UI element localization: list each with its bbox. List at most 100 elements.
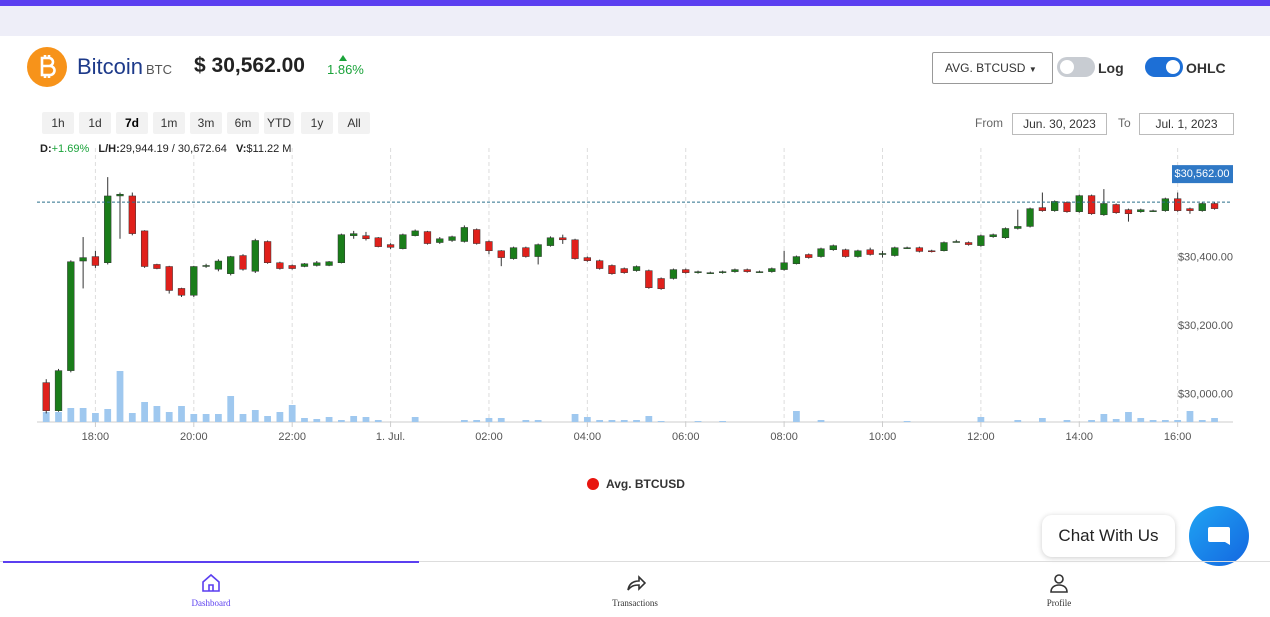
candle-body [768, 268, 776, 272]
volume-bar [903, 421, 911, 422]
candle-body [977, 235, 985, 246]
stats: D:+1.69% L/H:29,944.19 / 30,672.64 V:$11… [40, 143, 291, 155]
volume-bar [337, 420, 345, 422]
volume-bar [571, 414, 579, 422]
volume-bar [104, 409, 112, 422]
candle-body [1186, 208, 1194, 211]
volume-bar [1186, 411, 1194, 422]
candle-body [682, 269, 690, 273]
candle-body [559, 237, 567, 241]
candle-body [608, 265, 616, 274]
volume-bar [1100, 414, 1108, 422]
candle-body [128, 195, 136, 234]
x-tick-label: 08:00 [770, 431, 798, 443]
chat-button[interactable] [1189, 506, 1249, 566]
x-tick-label: 02:00 [475, 431, 503, 443]
volume-bar [583, 417, 591, 422]
candle-body [632, 266, 641, 271]
stat-value: 29,944.19 / 30,672.64 [119, 143, 227, 155]
volume-bar [473, 420, 481, 422]
range-button[interactable]: 6m [227, 112, 259, 134]
candle-body [1026, 208, 1034, 227]
range-button[interactable]: 3m [190, 112, 222, 134]
x-tick-label: 22:00 [278, 431, 306, 443]
candle-body [915, 247, 924, 252]
volume-bar [264, 416, 271, 422]
candle-body [190, 266, 198, 296]
candle-body [571, 239, 579, 259]
volume-bar [1125, 412, 1132, 422]
volume-bar [1174, 420, 1182, 422]
candle-body [227, 256, 235, 274]
candle-body [706, 272, 714, 274]
from-input[interactable]: Jun. 30, 2023 [1012, 113, 1107, 135]
nav-item[interactable]: Dashboard [191, 598, 231, 608]
candle-body [1063, 202, 1071, 212]
nav-item[interactable]: Transactions [612, 598, 658, 608]
stat-label: L/H: [98, 143, 120, 155]
dropdown[interactable]: AVG. BTCUSD ▼ [932, 52, 1053, 84]
range-button[interactable]: 1m [153, 112, 185, 134]
change: 1.86% [327, 62, 364, 77]
candle-body [1161, 198, 1169, 211]
volume-bar [190, 414, 198, 422]
ohlc-toggle[interactable] [1145, 57, 1183, 77]
candle-body [509, 247, 518, 259]
range-button[interactable]: 1h [42, 112, 74, 134]
to-input[interactable]: Jul. 1, 2023 [1139, 113, 1234, 135]
log-toggle[interactable] [1057, 57, 1095, 77]
candle-body [1174, 198, 1182, 211]
ohlc-label: OHLC [1186, 60, 1226, 76]
chat-bubble[interactable]: Chat With Us [1042, 515, 1175, 557]
candle-body [350, 233, 358, 236]
y-tick-label: $30,000.00 [1178, 389, 1233, 401]
candle-body [362, 235, 370, 240]
x-tick-label: 04:00 [574, 431, 602, 443]
candle-body [841, 249, 850, 257]
legend-marker [587, 478, 599, 490]
stat-value: $11.22 M [246, 143, 292, 155]
candle-body [54, 370, 63, 411]
candle-body [67, 261, 75, 371]
current-price-box [1172, 165, 1233, 184]
candle-body [596, 260, 604, 269]
volume-bar [1198, 420, 1206, 422]
range-button[interactable]: 1y [301, 112, 333, 134]
volume-bar [460, 420, 468, 422]
volume-bar [362, 417, 370, 422]
candle-body [153, 264, 161, 269]
range-button[interactable]: All [338, 112, 370, 134]
range-button[interactable]: 1d [79, 112, 111, 134]
volume-bar [596, 420, 604, 422]
nav-item[interactable]: Profile [1046, 598, 1072, 608]
volume-bar [1112, 419, 1120, 422]
candle-body [522, 247, 530, 257]
candle-body [964, 242, 973, 245]
candle-body [116, 193, 124, 197]
volume-bar [215, 414, 222, 422]
btc-logo [27, 47, 67, 87]
candle-body [411, 230, 419, 236]
candle-body [620, 268, 628, 273]
volume-bar [178, 406, 185, 422]
candle-body [1014, 226, 1022, 229]
nav-icon [1050, 574, 1068, 593]
range-button[interactable]: YTD [264, 112, 294, 134]
volume-bar [313, 419, 321, 422]
volume-bar [977, 417, 985, 422]
candle-body [854, 250, 862, 257]
from-label: From [975, 116, 1003, 130]
nav-active-bar [3, 561, 419, 563]
volume-bar [251, 410, 259, 422]
candle-body [891, 247, 899, 256]
price: $ 30,562.00 [194, 54, 305, 77]
candle-body [805, 254, 813, 258]
candle-body [42, 382, 50, 411]
candle-body [177, 288, 186, 296]
volume-bar [1063, 420, 1071, 422]
toggle-knob [1060, 60, 1074, 74]
volume-bar [67, 408, 75, 422]
range-button[interactable]: 7d [116, 112, 148, 134]
candle-body [1149, 210, 1157, 212]
